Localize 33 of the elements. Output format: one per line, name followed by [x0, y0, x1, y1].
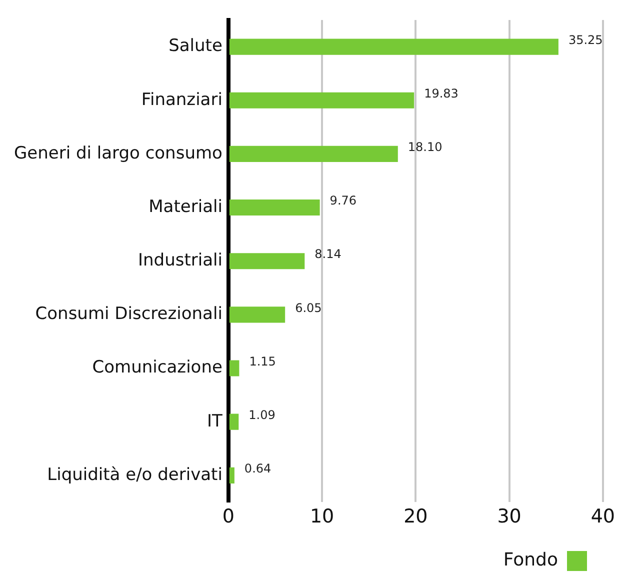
y-tick-label: Materiali — [148, 196, 222, 217]
bar — [229, 414, 239, 430]
data-label: 19.83 — [424, 86, 458, 100]
data-label: 35.25 — [568, 32, 603, 47]
x-tick-label: 30 — [497, 506, 522, 528]
y-tick-label: Generi di largo consumo — [14, 143, 222, 164]
bar — [229, 92, 414, 108]
data-label: 1.09 — [248, 408, 276, 422]
bar — [229, 360, 240, 376]
data-label: 9.76 — [330, 194, 357, 208]
x-tick-label: 40 — [590, 506, 616, 528]
bar — [229, 38, 558, 55]
data-label: 6.05 — [295, 300, 322, 315]
y-tick-label: Salute — [168, 36, 222, 56]
y-tick-label: Liquidità e/o derivati — [47, 464, 222, 485]
y-tick-label: Finanziari — [141, 90, 222, 110]
x-tick-label: 0 — [222, 506, 234, 528]
bar — [229, 146, 398, 162]
y-tick-label: Industriali — [138, 250, 222, 271]
x-tick-label: 10 — [310, 506, 334, 528]
bar — [229, 467, 234, 484]
y-tick-label: Comunicazione — [92, 358, 222, 378]
data-label: 0.64 — [244, 462, 272, 476]
y-tick-label: Consumi Discrezionali — [35, 304, 222, 324]
y-tick-label: IT — [207, 411, 224, 432]
bar — [229, 253, 305, 270]
data-label: 18.10 — [408, 140, 442, 154]
bar — [229, 199, 320, 216]
bar — [229, 306, 286, 323]
data-label: 1.15 — [249, 354, 276, 368]
data-label: 8.14 — [314, 247, 342, 262]
legend-label: Fondo — [503, 550, 558, 571]
x-tick-label: 20 — [404, 506, 428, 528]
